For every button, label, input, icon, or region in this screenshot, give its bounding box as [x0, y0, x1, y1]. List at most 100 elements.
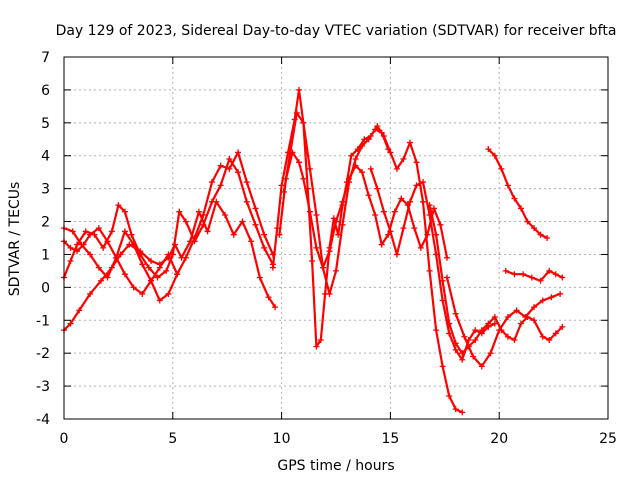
data-point [504, 182, 511, 189]
data-point [413, 182, 420, 189]
data-point [478, 327, 485, 334]
data-point [511, 195, 518, 202]
data-point [319, 264, 326, 271]
data-point [287, 149, 294, 156]
data-point [461, 333, 468, 340]
data-point [498, 165, 505, 172]
y-tick-label: 1 [41, 247, 50, 263]
data-point [520, 271, 527, 278]
data-point [300, 119, 307, 126]
data-point [80, 241, 87, 248]
data-point [174, 271, 181, 278]
series-sat-k-markers [485, 146, 551, 241]
y-axis-title: SDTVAR / TECUs [7, 182, 23, 297]
data-point [313, 244, 320, 251]
data-point [433, 231, 440, 238]
data-point [439, 363, 446, 370]
x-tick-label: 15 [381, 431, 399, 447]
data-point [182, 254, 189, 261]
data-point [115, 202, 122, 209]
y-tick-label: 3 [41, 182, 50, 198]
data-point [385, 146, 392, 153]
data-point [156, 264, 163, 271]
data-point [208, 179, 215, 186]
data-point [378, 241, 385, 248]
data-point [226, 165, 233, 172]
data-point [243, 179, 250, 186]
data-point [100, 244, 107, 251]
data-point [154, 274, 161, 281]
data-point [67, 244, 74, 251]
data-point [420, 179, 427, 186]
data-point [265, 294, 272, 301]
data-point [76, 307, 83, 314]
data-point [365, 192, 372, 199]
data-point [217, 182, 224, 189]
series-sat-d-markers [61, 225, 181, 297]
data-point [204, 228, 211, 235]
data-point [339, 198, 346, 205]
data-point [439, 277, 446, 284]
data-point [552, 271, 559, 278]
data-point [313, 211, 320, 218]
data-point [87, 290, 94, 297]
data-point [478, 363, 485, 370]
y-tick-label: -4 [36, 412, 50, 428]
data-point [165, 251, 172, 258]
data-point [278, 182, 285, 189]
data-point [459, 356, 466, 363]
data-point [359, 169, 366, 176]
data-point [487, 350, 494, 357]
data-point [87, 231, 94, 238]
data-point [531, 225, 538, 232]
data-point [82, 228, 89, 235]
data-point [491, 152, 498, 159]
data-point [426, 202, 433, 209]
data-point [139, 261, 146, 268]
data-point [195, 208, 202, 215]
data-point [296, 159, 303, 166]
data-point [243, 198, 250, 205]
data-point [504, 313, 511, 320]
data-point [420, 198, 427, 205]
data-point [491, 320, 498, 327]
data-point [391, 208, 398, 215]
data-point [67, 258, 74, 265]
data-point [513, 307, 520, 314]
data-point [182, 218, 189, 225]
data-point [511, 337, 518, 344]
data-point [452, 310, 459, 317]
data-point [313, 343, 320, 350]
data-point [539, 297, 546, 304]
data-point [235, 149, 242, 156]
data-point [359, 142, 366, 149]
data-point [309, 258, 316, 265]
data-point [491, 313, 498, 320]
data-point [306, 208, 313, 215]
data-point [502, 267, 509, 274]
data-point [531, 304, 538, 311]
data-point [256, 274, 263, 281]
y-tick-label: 0 [41, 280, 50, 296]
data-point [217, 162, 224, 169]
data-point [333, 267, 339, 274]
data-point [400, 225, 407, 232]
data-point [517, 320, 524, 327]
data-point [452, 340, 459, 347]
data-point [176, 208, 183, 215]
data-point [317, 337, 324, 344]
data-point [352, 156, 359, 163]
data-point [393, 165, 400, 172]
data-point [424, 231, 431, 238]
data-point [537, 231, 544, 238]
data-point [97, 277, 104, 284]
data-point [235, 169, 242, 176]
data-point [74, 248, 81, 255]
y-tick-label: -1 [36, 313, 50, 329]
data-point [485, 146, 492, 153]
data-point [104, 274, 111, 281]
data-point [380, 208, 387, 215]
y-tick-label: 7 [41, 50, 50, 66]
data-point [261, 244, 268, 251]
